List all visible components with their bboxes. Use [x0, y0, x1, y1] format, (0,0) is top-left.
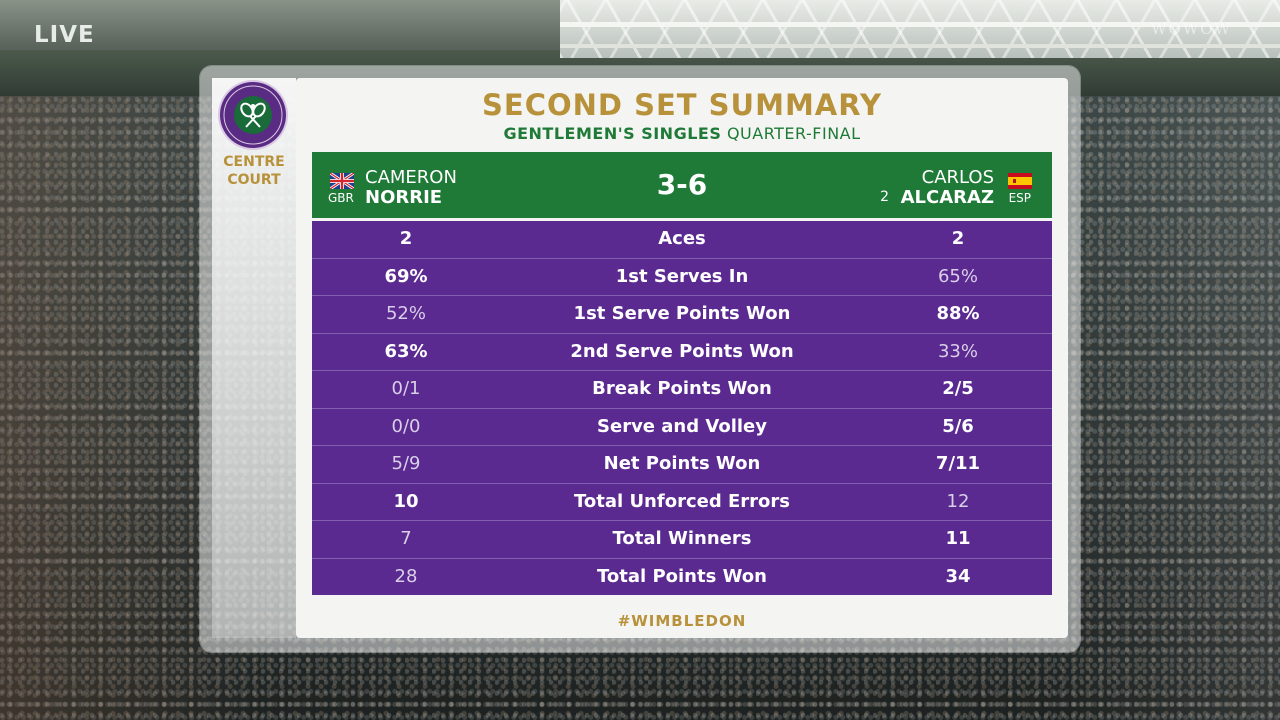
roof-beam	[560, 22, 1280, 27]
player1-stat-value: 0/1	[391, 378, 421, 399]
roof-truss	[560, 0, 1280, 58]
player1-country: GBR	[328, 191, 354, 205]
wimbledon-logo-icon	[220, 82, 286, 148]
player2-stat-value: 65%	[937, 265, 978, 287]
round-name: QUARTER-FINAL	[726, 124, 861, 143]
player1-stat-value: 28	[394, 565, 418, 587]
stat-label: Total Unforced Errors	[574, 490, 790, 512]
stat-label: Serve and Volley	[597, 415, 767, 437]
player2-stat-value: 33%	[937, 340, 978, 362]
stat-label: Net Points Won	[603, 453, 761, 474]
player2-stat-value: 88%	[936, 303, 980, 324]
player1-stat-value: 52%	[385, 303, 426, 324]
stat-row: 7 Total Winners 11	[312, 521, 1052, 559]
wimbledon-logo-graphic	[223, 85, 283, 145]
stat-row: 2 Aces 2	[312, 221, 1052, 259]
stat-label: 1st Serves In	[615, 265, 749, 287]
gbr-flag-icon	[330, 173, 354, 189]
stat-row: 5/9 Net Points Won 7/11	[312, 446, 1052, 484]
player2-stat-value: 5/6	[942, 415, 974, 437]
stats-table: 2 Aces 2 69% 1st Serves In 65% 52% 1st Serve Po…	[312, 221, 1052, 595]
stat-label: Aces	[658, 228, 706, 249]
player2-first-name: CARLOS	[921, 167, 994, 188]
stat-row: 28 Total Points Won 34	[312, 558, 1052, 595]
player2-stat-value: 2	[951, 228, 965, 249]
court-line1: CENTRE	[223, 154, 285, 170]
esp-flag-icon	[1008, 173, 1032, 189]
player1-stat-value: 63%	[384, 340, 428, 362]
stat-row: 0/1 Break Points Won 2/5	[312, 371, 1052, 409]
stat-label: Total Winners	[612, 528, 752, 549]
stat-row: 10 Total Unforced Errors 12	[312, 483, 1052, 521]
roof-beam	[560, 44, 1280, 48]
player1-stat-value: 2	[399, 228, 413, 249]
player2-stat-value: 11	[945, 528, 971, 549]
players-header: GBR CAMERON NORRIE 3-6 CARLOS 2 ALCARAZ …	[312, 152, 1052, 218]
live-indicator: LIVE	[34, 22, 95, 48]
stat-row: 52% 1st Serve Points Won 88%	[312, 296, 1052, 334]
stat-row: 63% 2nd Serve Points Won 33%	[312, 333, 1052, 371]
stat-label: 2nd Serve Points Won	[570, 340, 794, 362]
player2-last-name: ALCARAZ	[900, 187, 994, 208]
player1-stat-value: 5/9	[391, 453, 421, 474]
logo-column	[212, 78, 296, 638]
crowd-shade	[1060, 96, 1280, 720]
player2-seed: 2	[880, 189, 889, 205]
channel-watermark: WOWOW	[1151, 20, 1232, 38]
hashtag: #WIMBLEDON	[617, 612, 747, 630]
court-name: CENTRE COURT	[212, 153, 296, 189]
player1-stat-value: 69%	[384, 265, 428, 287]
event-name: GENTLEMEN'S SINGLES	[503, 124, 722, 143]
player1-last-name: NORRIE	[365, 187, 443, 208]
player2-stat-value: 34	[945, 565, 971, 587]
player1-stat-value: 0/0	[391, 415, 421, 437]
player1-stat-value: 10	[393, 490, 419, 512]
player2-stat-value: 7/11	[935, 453, 981, 474]
set-score: 3-6	[656, 168, 708, 201]
stat-label: 1st Serve Points Won	[573, 303, 791, 324]
court-line2: COURT	[227, 172, 281, 188]
player2-stat-value: 2/5	[942, 378, 974, 399]
player1-stat-value: 7	[400, 528, 412, 549]
stat-label: Break Points Won	[592, 378, 772, 399]
stat-label: Total Points Won	[597, 565, 767, 587]
stat-row: 69% 1st Serves In 65%	[312, 258, 1052, 296]
player2-stat-value: 12	[946, 490, 970, 512]
player2-country: ESP	[1008, 191, 1031, 205]
stat-row: 0/0 Serve and Volley 5/6	[312, 408, 1052, 446]
graphic-subtitle: GENTLEMEN'S SINGLES QUARTER-FINAL	[296, 124, 1068, 143]
player1-first-name: CAMERON	[365, 167, 457, 188]
graphic-title: SECOND SET SUMMARY	[482, 88, 882, 122]
